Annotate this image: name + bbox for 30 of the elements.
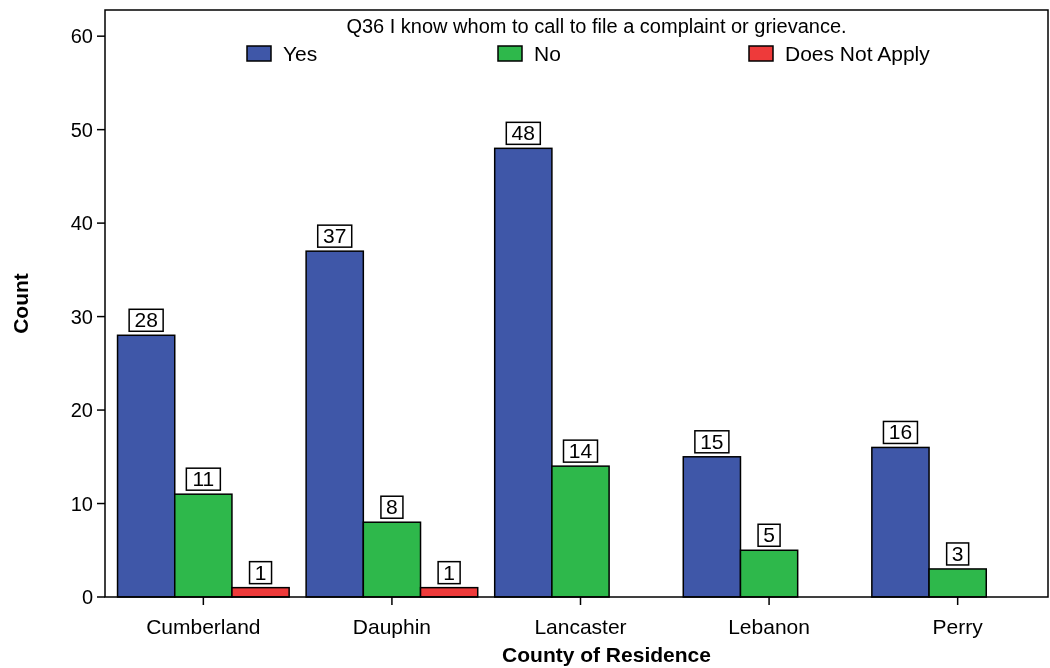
y-tick-label: 0: [81, 586, 93, 608]
data-label: 16: [888, 420, 913, 444]
x-tick-label: Cumberland: [146, 615, 261, 638]
x-tick-label: Lebanon: [728, 615, 810, 638]
data-label: 48: [511, 121, 535, 145]
data-label: 5: [763, 523, 775, 547]
y-tick-label: 10: [70, 492, 93, 515]
data-label: 14: [568, 439, 593, 463]
legend-label: Does Not Apply: [785, 42, 931, 65]
x-tick-label: Lancaster: [534, 615, 627, 638]
legend-label: Yes: [283, 42, 318, 65]
data-label: 28: [134, 308, 158, 332]
data-label: 3: [951, 541, 964, 565]
x-tick-label: Perry: [932, 615, 984, 638]
data-label: 11: [192, 467, 215, 491]
y-tick-label: 60: [70, 25, 93, 48]
y-tick-label: 50: [70, 118, 93, 141]
chart-title: Q36 I know whom to call to file a complaint or grievance.: [346, 15, 847, 37]
x-axis-title: County of Residence: [502, 643, 711, 666]
data-label: 1: [254, 560, 267, 584]
y-tick-label: 20: [70, 399, 93, 422]
data-label: 15: [700, 429, 724, 453]
data-label: 8: [386, 495, 398, 519]
y-tick-label: 40: [70, 212, 93, 235]
y-tick-label: 30: [70, 305, 93, 328]
legend-label: No: [534, 42, 561, 65]
data-label: 1: [443, 560, 455, 584]
y-axis-title: Count: [9, 273, 32, 334]
x-tick-label: Dauphin: [352, 615, 432, 638]
data-label: 37: [323, 224, 347, 248]
